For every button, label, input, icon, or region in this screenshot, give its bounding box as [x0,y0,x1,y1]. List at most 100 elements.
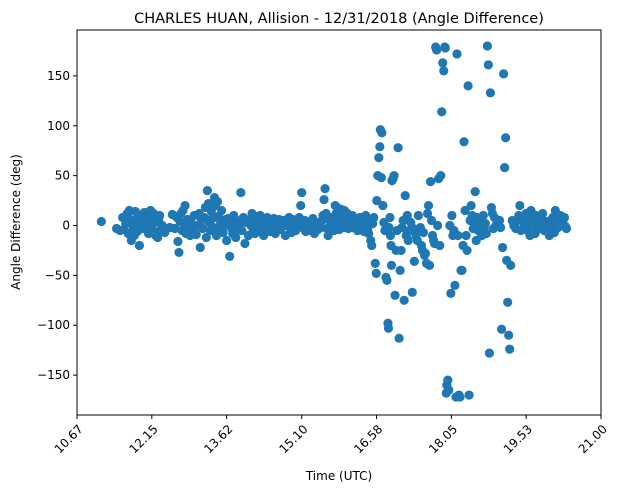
data-point [203,198,213,209]
data-point [385,212,395,223]
data-point [433,220,443,231]
data-point [372,195,382,206]
data-point [320,183,330,194]
data-point [470,186,480,197]
data-point [216,205,227,216]
data-point [371,268,381,278]
data-point [202,185,212,196]
y-tick-label: 100 [47,119,70,133]
data-point [496,324,507,334]
data-point [399,295,409,305]
data-point [447,210,457,221]
data-point [422,208,433,219]
data-point [466,200,476,211]
data-point [459,137,469,147]
data-point [195,242,205,253]
data-point [319,194,329,205]
data-point [225,251,235,262]
data-point [170,223,180,234]
data-point [222,235,232,246]
data-point [440,43,450,53]
data-point [390,290,400,300]
data-point [231,232,241,243]
data-point [240,238,250,249]
data-point [538,208,548,219]
data-point [236,187,246,198]
data-point [435,240,445,251]
data-point [426,215,437,226]
data-point [180,200,190,211]
data-point [400,190,410,201]
data-point [383,323,394,333]
data-point [499,69,509,79]
data-point [397,222,407,233]
chart-title: CHARLES HUAN, Allision - 12/31/2018 (Ang… [134,11,544,27]
data-point [378,200,388,211]
y-tick-label: 0 [62,218,70,232]
data-point [420,248,431,259]
data-point [494,215,505,226]
data-point [432,45,442,55]
y-tick-label: −150 [37,368,70,382]
data-point [376,173,386,183]
data-point [395,265,405,275]
data-point [409,256,419,266]
y-tick-label: −50 [45,268,70,282]
data-point [455,392,465,402]
data-point [478,210,488,221]
data-point [386,260,397,270]
data-point [377,128,387,138]
data-point [484,348,494,358]
data-point [389,171,399,181]
data-point [506,260,516,270]
y-tick-label: 50 [55,169,70,183]
data-point [384,222,394,233]
data-point [370,258,380,268]
data-point [446,288,456,298]
data-point [515,200,525,211]
data-point [259,230,269,241]
y-axis-title: Angle Difference (deg) [9,154,23,290]
data-point [463,81,473,91]
data-point [382,275,392,285]
data-point [452,49,462,59]
data-point [495,222,506,233]
data-point [423,200,434,211]
data-point [402,210,412,221]
plot-frame [76,29,602,416]
data-point [375,142,385,152]
data-point [296,200,306,211]
data-point [505,344,515,354]
data-point [485,88,496,98]
data-point [503,297,513,307]
data-point [462,245,472,256]
data-point [174,247,184,258]
data-point [212,196,223,207]
data-point [438,58,448,68]
data-point [413,210,423,221]
y-tick-label: 150 [47,69,70,83]
data-point [418,227,429,238]
data-point [191,229,201,240]
data-point [483,60,493,70]
data-point [134,240,144,251]
data-point [385,230,396,241]
data-point [437,107,447,117]
data-point [297,187,307,198]
data-point [237,225,247,236]
data-point [450,280,460,290]
data-point [323,230,333,241]
data-point [504,330,514,340]
data-point [482,41,492,51]
data-point [364,228,374,239]
points-layer [96,41,572,402]
data-point [443,375,453,385]
data-point [424,260,435,270]
data-point [460,205,470,216]
data-point [497,242,508,253]
data-point [481,228,491,239]
data-point [394,333,404,343]
data-point [96,216,106,227]
data-point [559,212,570,223]
